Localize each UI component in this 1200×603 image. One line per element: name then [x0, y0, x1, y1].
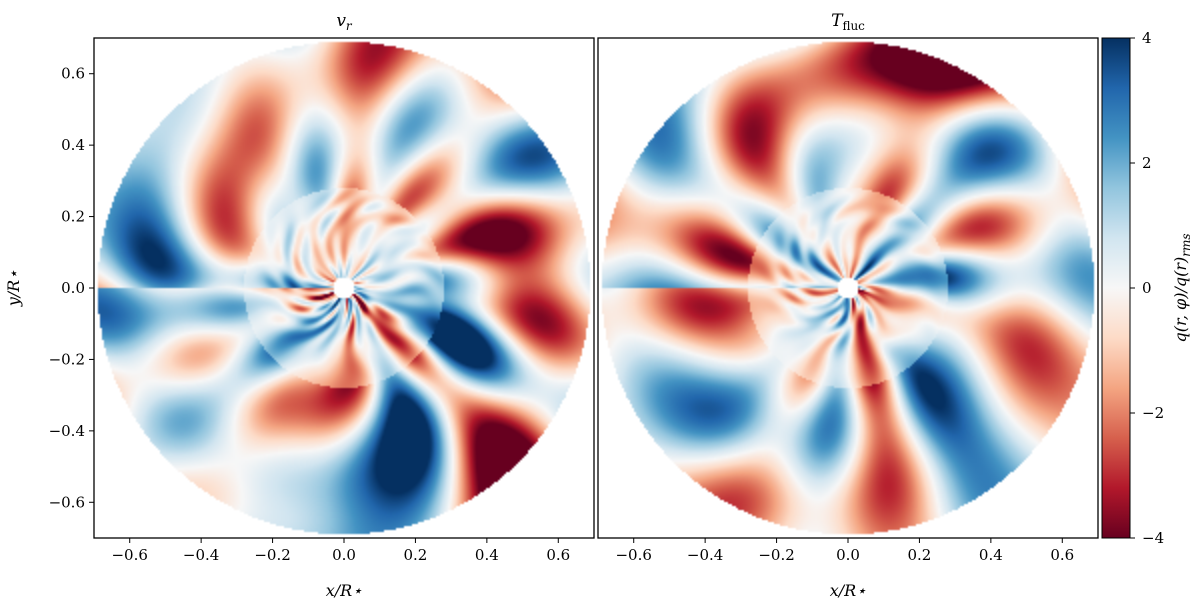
- x-tick-label: −0.4: [183, 546, 219, 564]
- y-tick-label: 0.4: [61, 136, 85, 154]
- panel-title-vr: vr: [336, 11, 353, 33]
- x-tick-label: 0.6: [546, 546, 570, 564]
- x-tick-label: −0.4: [687, 546, 723, 564]
- x-tick-label: −0.2: [758, 546, 794, 564]
- x-axis-label-vr: x/R⋆: [326, 581, 362, 600]
- colorbar: −4 −2 0 2 4 q(r, φ)/q(r)rms: [1101, 29, 1193, 547]
- y-tick-label: −0.4: [49, 422, 85, 440]
- x-tick-label: −0.6: [111, 546, 147, 564]
- heatmap-tfluc: [598, 38, 1098, 538]
- panel-title-tfluc: Tfluc: [831, 11, 865, 33]
- x-tick-label: 0.4: [475, 546, 499, 564]
- x-tick-label: 0.4: [979, 546, 1003, 564]
- x-tick-label: 0.0: [332, 546, 356, 564]
- x-axis-label-tfluc: x/R⋆: [830, 581, 866, 600]
- colorbar-label: q(r, φ)/q(r)rms: [1171, 233, 1193, 342]
- colorbar-tick-label: 0: [1142, 279, 1152, 297]
- x-tick-label: 0.2: [907, 546, 931, 564]
- y-axis-ticks-vr: −0.6 −0.4 −0.2 0.0 0.2 0.4 0.6: [49, 65, 94, 511]
- y-tick-label: −0.6: [49, 493, 85, 511]
- x-tick-label: 0.6: [1050, 546, 1074, 564]
- y-tick-label: 0.0: [61, 279, 85, 297]
- y-tick-label: −0.2: [49, 350, 85, 368]
- x-axis-ticks-vr: −0.6 −0.4 −0.2 0.0 0.2 0.4 0.6: [111, 538, 570, 564]
- x-tick-label: 0.2: [403, 546, 427, 564]
- x-axis-ticks-tfluc: −0.6 −0.4 −0.2 0.0 0.2 0.4 0.6: [615, 538, 1074, 564]
- x-tick-label: −0.6: [615, 546, 651, 564]
- colorbar-tick-label: −4: [1142, 529, 1164, 547]
- colorbar-tick-label: 4: [1142, 29, 1152, 47]
- colorbar-ticks: −4 −2 0 2 4: [1130, 29, 1164, 547]
- heatmap-vr: [94, 38, 594, 538]
- colorbar-gradient: [1101, 37, 1131, 539]
- y-tick-label: 0.2: [61, 208, 85, 226]
- x-tick-label: −0.2: [254, 546, 290, 564]
- x-tick-label: 0.0: [836, 546, 860, 564]
- y-tick-label: 0.6: [61, 65, 85, 83]
- y-axis-label-vr: y/R⋆: [4, 270, 23, 308]
- panel-vr: vr −0.6 −0.4 −0.2 0.0 0.2 0.4 0.6 −0.6 −0.4 −0.2…: [4, 11, 595, 600]
- colorbar-tick-label: −2: [1142, 404, 1164, 422]
- panel-tfluc: Tfluc −0.6 −0.4 −0.2 0.0 0.2 0.4 0.6 x/R⋆: [597, 11, 1099, 600]
- colorbar-tick-label: 2: [1142, 154, 1152, 172]
